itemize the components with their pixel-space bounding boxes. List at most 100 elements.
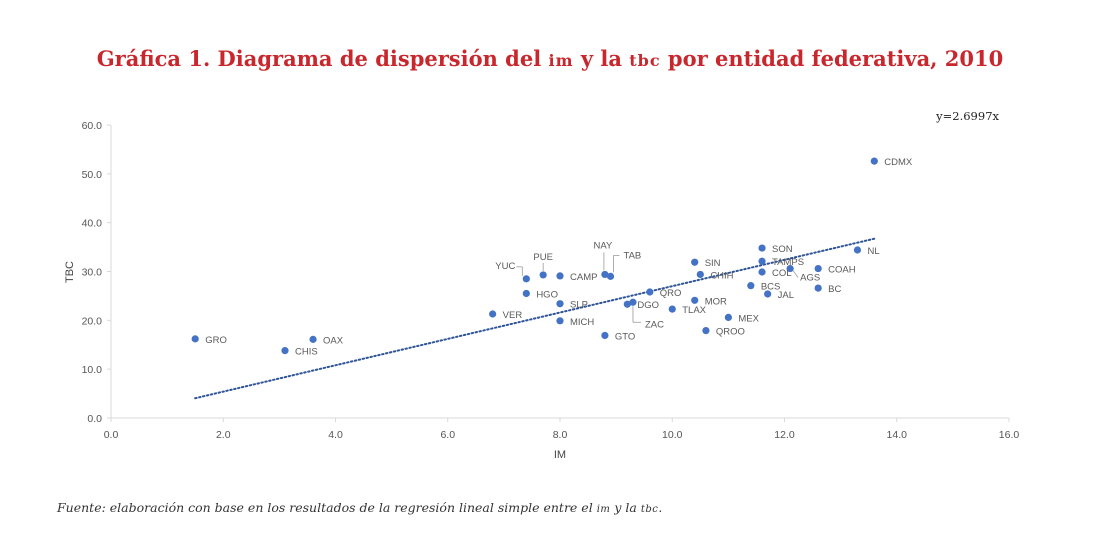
point-bcs: [747, 282, 755, 290]
point-label-ags: AGS: [800, 273, 820, 284]
point-oax: [309, 335, 317, 343]
trendline: [194, 237, 876, 400]
x-tick-label: 10.0: [662, 429, 683, 441]
point-zac: [629, 298, 637, 306]
point-chih: [696, 270, 704, 279]
chart-title: Gráfica 1. Diagrama de dispersión del im…: [0, 46, 1100, 71]
title-tbc: tbc: [629, 51, 661, 70]
point-label-gto: GTO: [615, 331, 635, 342]
point-label-ver: VER: [503, 310, 523, 321]
source-note: Fuente: elaboración con base en los resu…: [57, 500, 662, 515]
point-label-pue: PUE: [533, 252, 553, 263]
x-axis-title: IM: [554, 449, 566, 461]
point-label-cdmx: CDMX: [884, 157, 913, 168]
point-label-sin: SIN: [705, 258, 721, 269]
point-gto: [601, 331, 609, 340]
point-label-dgo: DGO: [637, 300, 659, 311]
source-prefix: Fuente: elaboración con base en los resu…: [57, 500, 597, 515]
x-tick-label: 2.0: [216, 429, 231, 441]
point-bc: [814, 284, 822, 292]
title-prefix: Gráfica 1. Diagrama de dispersión del: [96, 46, 549, 71]
point-slp: [556, 300, 564, 308]
point-gro: [191, 335, 199, 343]
y-tick-label: 60.0: [82, 120, 103, 132]
x-tick-label: 8.0: [553, 429, 568, 441]
points-group: [191, 157, 878, 355]
point-label-tab: TAB: [624, 250, 642, 261]
x-tick-label: 6.0: [440, 429, 455, 441]
point-tamps: [758, 257, 766, 265]
x-tick-label: 16.0: [999, 429, 1020, 441]
point-label-qroo: QROO: [716, 327, 745, 338]
x-tick-label: 4.0: [328, 429, 343, 441]
point-label-tlax: TLAX: [682, 305, 706, 316]
point-label-camp: CAMP: [570, 272, 597, 283]
point-qro: [646, 288, 654, 296]
title-suffix: por entidad federativa, 2010: [660, 46, 1004, 71]
point-col: [758, 268, 766, 276]
source-tbc: tbc: [640, 504, 659, 515]
point-label-mor: MOR: [705, 296, 727, 307]
x-tick-label: 12.0: [774, 429, 795, 441]
point-nl: [853, 246, 862, 254]
point-label-bcs: BCS: [761, 282, 781, 293]
point-dgo: [623, 300, 631, 308]
point-mich: [556, 317, 564, 325]
point-qroo: [702, 326, 710, 335]
point-son: [758, 244, 766, 252]
point-sin: [691, 258, 699, 266]
point-hgo: [522, 289, 530, 298]
point-label-jal: JAL: [778, 290, 794, 301]
y-tick-label: 50.0: [82, 169, 103, 181]
y-axis-title: TBC: [64, 261, 76, 283]
point-label-tamps: TAMPS: [772, 257, 804, 268]
point-yuc: [522, 275, 530, 283]
point-nay: [601, 270, 609, 279]
point-label-col: COL: [772, 268, 792, 279]
source-middle: y la: [610, 500, 641, 515]
point-label-zac: ZAC: [645, 319, 664, 330]
point-labels-group: GRO CHIS OAX VER YUC HGO PUE CAMP SLP MICH NAY TAB G…: [205, 157, 913, 357]
point-label-gro: GRO: [205, 335, 227, 346]
source-im: im: [596, 504, 611, 515]
point-label-mich: MICH: [570, 317, 594, 328]
point-label-chih: CHIH: [710, 270, 733, 281]
point-label-hgo: HGO: [536, 289, 558, 300]
x-tick-label: 14.0: [887, 429, 908, 441]
point-tab: [606, 272, 615, 280]
point-label-nl: NL: [867, 246, 879, 257]
point-label-oax: OAX: [323, 335, 344, 346]
point-cdmx: [870, 157, 878, 165]
y-tick-label: 20.0: [82, 315, 103, 327]
title-middle: y la: [573, 46, 630, 71]
point-label-bc: BC: [828, 284, 841, 295]
y-tick-label: 10.0: [82, 364, 103, 376]
point-label-coah: COAH: [828, 265, 856, 276]
leader-line: [792, 270, 799, 278]
point-label-son: SON: [772, 244, 793, 255]
point-camp: [556, 272, 564, 280]
point-ags: [786, 264, 794, 273]
point-mex: [724, 313, 732, 322]
point-coah: [814, 264, 822, 273]
point-label-yuc: YUC: [495, 261, 515, 272]
point-label-qro: QRO: [660, 288, 682, 299]
point-label-slp: SLP: [570, 300, 588, 311]
point-chis: [281, 347, 289, 355]
point-tlax: [668, 305, 676, 313]
point-pue: [539, 271, 547, 279]
y-tick-label: 0.0: [87, 413, 102, 425]
axes-group: 0.0 2.0 4.0 6.0 8.0 10.0 12.0 14.0 16.0 0.0 10.0 20…: [82, 120, 1020, 441]
point-ver: [489, 310, 497, 318]
y-tick-label: 40.0: [82, 218, 103, 230]
source-suffix: .: [658, 500, 663, 515]
title-im: im: [548, 51, 574, 70]
point-label-chis: CHIS: [295, 347, 318, 358]
y-tick-label: 30.0: [82, 267, 103, 279]
x-tick-label: 0.0: [104, 429, 119, 441]
point-jal: [764, 290, 772, 298]
trendline-group: [194, 237, 876, 400]
point-mor: [691, 296, 699, 304]
point-label-nay: NAY: [593, 240, 612, 251]
